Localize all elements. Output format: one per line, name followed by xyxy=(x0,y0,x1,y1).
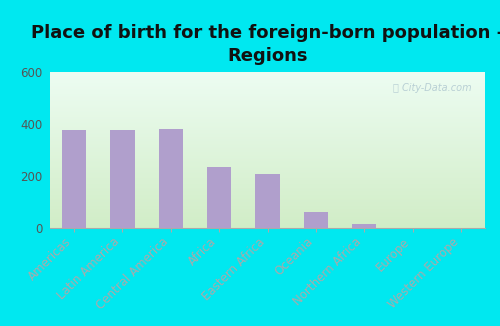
Bar xyxy=(352,224,376,228)
Bar xyxy=(207,167,231,228)
Bar xyxy=(256,174,280,228)
Bar xyxy=(62,130,86,228)
Text: Ⓢ City-Data.com: Ⓢ City-Data.com xyxy=(394,83,472,93)
Bar xyxy=(159,129,183,228)
Bar xyxy=(110,130,134,228)
Bar xyxy=(304,212,328,228)
Title: Place of birth for the foreign-born population -
Regions: Place of birth for the foreign-born popu… xyxy=(31,24,500,65)
